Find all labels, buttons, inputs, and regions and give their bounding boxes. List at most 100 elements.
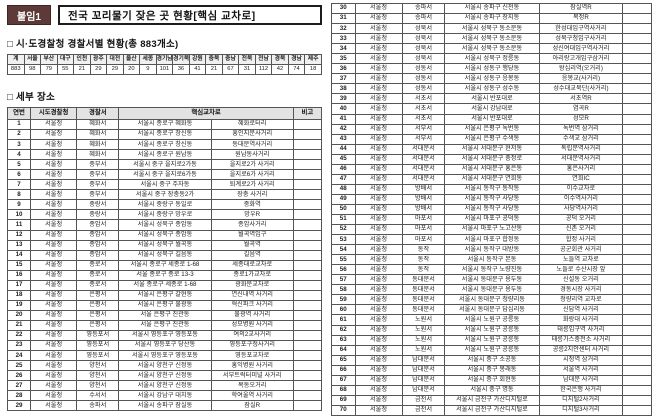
table-cell: 홍익병원 사거리 bbox=[210, 360, 294, 372]
table-cell bbox=[622, 43, 652, 55]
table-cell: 21 bbox=[73, 64, 91, 75]
table-cell: 서울청 bbox=[30, 249, 78, 261]
table-cell: 태릉입구역 사거리 bbox=[538, 324, 624, 336]
table-cell: 서울시 서대문구 홍은동 bbox=[444, 163, 540, 175]
table-cell: 성동서 bbox=[401, 83, 446, 95]
table-cell: 서울청 bbox=[30, 259, 78, 271]
table-cell: 서울시 노원구 공릉동 bbox=[444, 314, 540, 326]
table-cell: 40 bbox=[331, 103, 356, 115]
table-cell: 흥인지문사거리 bbox=[210, 129, 294, 141]
table-cell: 26 bbox=[6, 370, 32, 382]
table-cell: 6 bbox=[6, 169, 32, 181]
table-cell: 서울시 중구 주자동 bbox=[118, 179, 212, 191]
table-cell: 10 bbox=[6, 209, 32, 221]
table-cell: 서울시 영등포구 영등포동 bbox=[118, 350, 212, 362]
table-cell bbox=[292, 279, 323, 291]
table-cell: 16 bbox=[6, 269, 32, 281]
table-cell bbox=[292, 259, 323, 271]
table-row: 8 서울청 중부서 서울시 중구 장충동2가 장충 사거리 bbox=[6, 189, 323, 201]
table-cell: 서울청 bbox=[30, 289, 78, 301]
table-row: 31 서울청 송파서 서울시 송파구 장지동 복정R bbox=[331, 13, 652, 25]
table-cell: 남대문서 bbox=[401, 384, 446, 396]
table-cell: 원남동사거리 bbox=[210, 149, 294, 161]
table-row: 24 서울청 영등포서 서울시 영등포구 영등포동 영등포교차로 bbox=[6, 350, 323, 362]
table-row: 47 서울청 서대문서 서울시 서대문구 연희동 연희IC bbox=[331, 173, 652, 185]
table-cell bbox=[292, 329, 323, 342]
table-cell bbox=[622, 213, 652, 226]
table-cell: 이수교차로 bbox=[538, 183, 624, 195]
table-row: 15 서울청 종로서 서울시 종로구 세종로 1-68 세종대로교차로 bbox=[6, 259, 323, 271]
table-cell: 11 bbox=[6, 219, 32, 231]
summary-table-body: 계 서울 부산 대구 인천 광주 대전 울산 세종 경기남 경기북 강원 충북 충남 전북 전남 경북 경남 제주 8… bbox=[7, 54, 322, 75]
table-cell: 서울청 bbox=[30, 269, 78, 281]
table-cell: 883 bbox=[7, 64, 25, 75]
table-cell: 혜화서 bbox=[76, 118, 120, 131]
table-cell bbox=[622, 304, 652, 316]
table-cell: 서울시 중랑구 망우로 bbox=[118, 209, 212, 221]
table-cell: 69 bbox=[331, 394, 356, 406]
table-cell: 서울청 bbox=[354, 274, 403, 286]
table-row: 55 서울청 동작 서울시 동작구 본동 노들역 교차로 bbox=[331, 254, 652, 266]
table-cell: 망우R bbox=[210, 209, 294, 221]
table-cell: 서울청 bbox=[30, 179, 78, 191]
table-cell: 64 bbox=[331, 344, 356, 356]
table-cell: 세종대로교차로 bbox=[210, 259, 294, 271]
table-cell: 중부서 bbox=[76, 189, 120, 201]
table-cell: 31 bbox=[331, 13, 356, 25]
table-cell: 서울청 bbox=[354, 63, 403, 75]
table-cell: 공릉2치안센터 사거리 bbox=[538, 344, 624, 356]
table-cell bbox=[292, 179, 323, 191]
table-cell: 서울청 bbox=[354, 254, 403, 266]
table-cell: 62 bbox=[331, 324, 356, 336]
detail-table-right: 30 서울청 송파서 서울시 송파구 신천동 잠실역R 31 서울청 송파서 서울시 송파구 장… bbox=[331, 2, 652, 416]
table-row: 61 서울청 노원서 서울시 노원구 공릉동 화랑대 사거리 bbox=[331, 314, 652, 326]
table-cell: 길음역 bbox=[210, 249, 294, 261]
table-cell: 영등포서 bbox=[76, 329, 120, 342]
table-cell: 서울 은평구 진관동 bbox=[118, 309, 212, 321]
table-cell bbox=[622, 344, 652, 356]
table-cell: 홍은사거리 bbox=[538, 163, 624, 175]
table-cell bbox=[292, 370, 323, 382]
col-header-note: 비고 bbox=[292, 107, 323, 120]
table-row: 5 서울청 중부서 서울시 중구 을지로2가동 을지로2가 사거리 bbox=[6, 159, 323, 171]
table-cell: 서울청 bbox=[30, 279, 78, 291]
table-cell bbox=[292, 319, 323, 331]
table-cell: 서울청 bbox=[354, 23, 403, 35]
table-cell: 66 bbox=[331, 364, 356, 376]
table-cell: 남대문 사거리 bbox=[538, 374, 624, 386]
table-cell: 디지털2사거리 bbox=[538, 394, 624, 406]
document-left-page: 붙임1 전국 꼬리물기 잦은 곳 현황[핵심 교차로] □ 시·도경찰청 경찰서… bbox=[6, 5, 323, 412]
table-cell: 은평서 bbox=[76, 309, 120, 321]
section-heading-summary: □ 시·도경찰청 경찰서별 현황(총 883개소) bbox=[7, 39, 179, 50]
table-cell: 서울시 노원구 공릉동 bbox=[444, 334, 540, 346]
table-cell: 서울시 송파구 신천동 bbox=[444, 2, 540, 15]
col-header-intersection: 핵심교차로 bbox=[118, 107, 294, 120]
table-row: 49 서울청 방배서 서울시 동작구 사당동 이수역사거리 bbox=[331, 193, 652, 205]
table-cell: 서울시 성북구 월곡동 bbox=[118, 239, 212, 251]
table-cell: 54 bbox=[331, 244, 356, 256]
table-cell: 서울시 노원구 공릉동 bbox=[444, 324, 540, 336]
table-cell: 37 bbox=[331, 73, 356, 85]
table-cell: 독립문역사거리 bbox=[538, 143, 624, 155]
table-row: 52 서울청 마포서 서울시 마포구 노고산동 신촌 오거리 bbox=[331, 224, 652, 236]
table-cell: 52 bbox=[331, 224, 356, 236]
table-cell: 노원서 bbox=[401, 324, 446, 336]
table-row: 35 서울청 성북서 서울시 성북구 정릉동 아리랑고개입구삼거리 bbox=[331, 53, 652, 65]
table-cell: 서울시 송파구 잠실동 bbox=[118, 400, 212, 412]
table-row: 59 서울청 동대문서 서울시 동대문구 청량리동 청량리역 교차로 bbox=[331, 294, 652, 306]
table-cell bbox=[292, 169, 323, 181]
table-cell: 서울시 종로구 혜화동 bbox=[118, 118, 212, 131]
table-row: 29 서울청 송파서 서울시 송파구 잠실동 잠실R bbox=[6, 400, 323, 412]
table-cell: 서울청 bbox=[354, 374, 403, 386]
table-row: 13 서울청 종암서 서울시 성북구 월곡동 월곡역 bbox=[6, 239, 323, 251]
table-cell: 서울시 종로구 창신동 bbox=[118, 129, 212, 141]
table-cell: 57 bbox=[331, 274, 356, 286]
table-cell: 을지로6가 사거리 bbox=[210, 169, 294, 181]
table-cell: 성동서 bbox=[401, 73, 446, 85]
table-cell: 동대문서 bbox=[401, 274, 446, 286]
table-cell: 9 bbox=[139, 64, 157, 75]
table-cell: 43 bbox=[331, 133, 356, 145]
table-cell: 서울청 bbox=[30, 229, 78, 241]
table-row: 계 서울 부산 대구 인천 광주 대전 울산 세종 경기남 경기북 강원 충북 충남 전북 전남 경북 경남 제주 bbox=[7, 54, 322, 65]
table-cell: 복정R bbox=[538, 13, 624, 25]
